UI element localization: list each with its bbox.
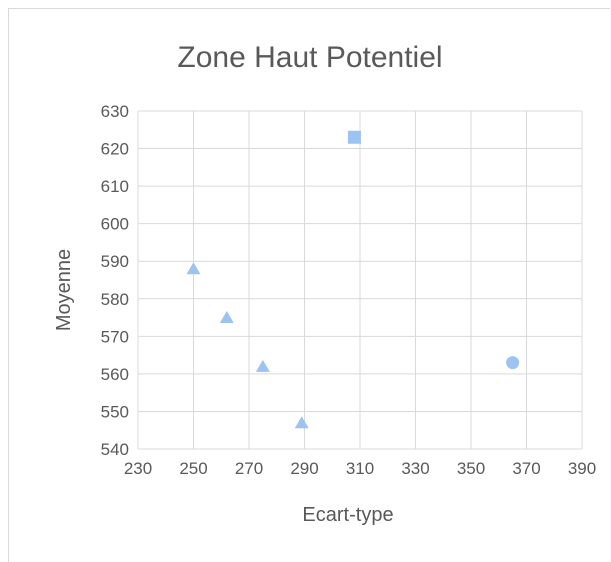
x-tick-label: 290: [290, 459, 318, 478]
x-tick-label: 250: [179, 459, 207, 478]
square-marker: [347, 130, 361, 144]
x-tick-label: 330: [401, 459, 429, 478]
y-tick-labels: 540 550 560 570 580 590 600 610 620 630: [101, 102, 129, 459]
circle-marker: [506, 356, 520, 370]
gridlines: [137, 110, 583, 450]
y-tick-label: 590: [101, 252, 129, 271]
triangle-marker: [219, 311, 234, 324]
x-tick-label: 350: [457, 459, 485, 478]
triangle-marker: [255, 359, 270, 372]
x-tick-label: 370: [512, 459, 540, 478]
data-points: [186, 130, 520, 429]
triangle-marker: [186, 262, 201, 275]
y-tick-label: 540: [101, 440, 129, 459]
y-tick-label: 620: [101, 140, 129, 159]
triangle-marker: [294, 416, 309, 429]
x-tick-labels: 230 250 270 290 310 330 350 370 390: [124, 459, 596, 478]
y-tick-label: 550: [101, 402, 129, 421]
chart-title: Zone Haut Potentiel: [177, 41, 442, 74]
x-tick-label: 270: [235, 459, 263, 478]
y-tick-label: 580: [101, 290, 129, 309]
y-tick-label: 570: [101, 327, 129, 346]
chart-area: [8, 8, 610, 562]
y-tick-label: 630: [101, 102, 129, 121]
x-tick-label: 230: [124, 459, 152, 478]
x-axis-label: Ecart-type: [302, 504, 393, 526]
y-tick-label: 560: [101, 365, 129, 384]
y-tick-label: 600: [101, 215, 129, 234]
x-tick-label: 390: [568, 459, 596, 478]
y-tick-label: 610: [101, 177, 129, 196]
y-axis-label: Moyenne: [53, 249, 75, 331]
x-tick-label: 310: [346, 459, 374, 478]
